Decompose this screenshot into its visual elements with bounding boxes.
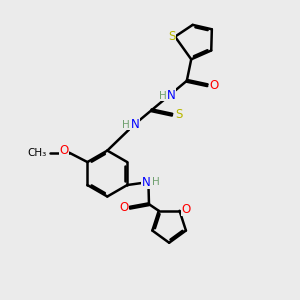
Text: N: N <box>142 176 150 189</box>
Text: S: S <box>176 108 183 121</box>
Text: O: O <box>209 79 218 92</box>
Text: O: O <box>182 203 190 216</box>
Text: N: N <box>167 89 176 102</box>
Text: H: H <box>159 91 167 100</box>
Text: N: N <box>131 118 140 131</box>
Text: CH₃: CH₃ <box>27 148 46 158</box>
Text: S: S <box>168 30 175 43</box>
Text: O: O <box>119 201 129 214</box>
Text: H: H <box>152 177 160 187</box>
Text: H: H <box>122 120 129 130</box>
Text: O: O <box>59 144 68 158</box>
